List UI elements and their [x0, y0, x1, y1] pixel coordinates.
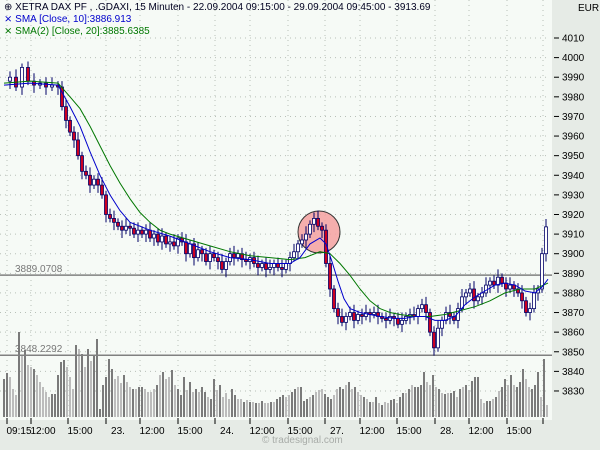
svg-text:4010: 4010 [562, 34, 585, 45]
legend-sma20[interactable]: ⨯ SMA(2) [Close, 20]:3885.6385 [4, 26, 150, 37]
candles [8, 61, 548, 356]
svg-text:12:00: 12:00 [359, 426, 384, 437]
svg-text:3950: 3950 [562, 151, 585, 162]
svg-text:15:00: 15:00 [287, 426, 312, 437]
svg-text:12:00: 12:00 [139, 426, 164, 437]
svg-text:3880: 3880 [562, 288, 585, 299]
svg-text:3930: 3930 [562, 190, 585, 201]
svg-text:12:00: 12:00 [249, 426, 274, 437]
svg-text:3920: 3920 [562, 210, 585, 221]
highlight-circle [297, 210, 341, 254]
plot-area [0, 0, 552, 420]
svg-text:3840: 3840 [562, 367, 585, 378]
indicator-icon: ⨯ [4, 26, 13, 37]
svg-text:3860: 3860 [562, 328, 585, 339]
svg-text:23.: 23. [111, 426, 125, 437]
svg-text:12:00: 12:00 [468, 426, 493, 437]
svg-text:15:00: 15:00 [67, 426, 92, 437]
svg-text:3910: 3910 [562, 230, 585, 241]
svg-text:3889.0708: 3889.0708 [15, 264, 63, 275]
svg-text:27.: 27. [330, 426, 344, 437]
currency-label: EUR [578, 3, 600, 14]
svg-text:3830: 3830 [562, 386, 585, 397]
svg-text:3970: 3970 [562, 112, 585, 123]
indicator-icon: ⨯ [4, 14, 13, 25]
price-axis: 4010 4000 3990 3980 3970 3960 3950 3940 3930 3920… [554, 34, 585, 397]
reference-lines: 3889.0708 3848.2292 [0, 264, 552, 356]
svg-text:4000: 4000 [562, 53, 585, 64]
crosshair-icon: ⊕ [4, 2, 13, 13]
svg-text:3940: 3940 [562, 171, 585, 182]
svg-text:24.: 24. [220, 426, 234, 437]
svg-text:3850: 3850 [562, 347, 585, 358]
svg-text:15:00: 15:00 [177, 426, 202, 437]
svg-text:12:00: 12:00 [30, 426, 55, 437]
sma10-label: SMA [Close, 10]:3886.913 [15, 14, 132, 25]
legend-sma10[interactable]: ⨯ SMA [Close, 10]:3886.913 [4, 14, 131, 25]
svg-text:3960: 3960 [562, 132, 585, 143]
svg-text:15:00: 15:00 [506, 426, 531, 437]
chart-title: ⊕ XETRA DAX PF , .GDAXI, 15 Minuten - 22… [4, 2, 430, 13]
time-axis-panel [0, 420, 552, 450]
svg-text:15:00: 15:00 [396, 426, 421, 437]
svg-text:3900: 3900 [562, 249, 585, 260]
sma10-line [3, 82, 549, 321]
credit-text: © tradesignal.com [262, 435, 343, 446]
svg-text:3980: 3980 [562, 92, 585, 103]
svg-text:28.: 28. [440, 426, 454, 437]
svg-text:3890: 3890 [562, 269, 585, 280]
svg-text:3990: 3990 [562, 73, 585, 84]
axis-panel [552, 0, 600, 450]
volume-bars [3, 332, 548, 417]
sma20-label: SMA(2) [Close, 20]:3885.6385 [15, 26, 150, 37]
svg-text:3848.2292: 3848.2292 [15, 344, 63, 355]
svg-text:09:15: 09:15 [6, 426, 31, 437]
title-text: XETRA DAX PF , .GDAXI, 15 Minuten - 22.0… [15, 2, 431, 13]
svg-text:3870: 3870 [562, 308, 585, 319]
